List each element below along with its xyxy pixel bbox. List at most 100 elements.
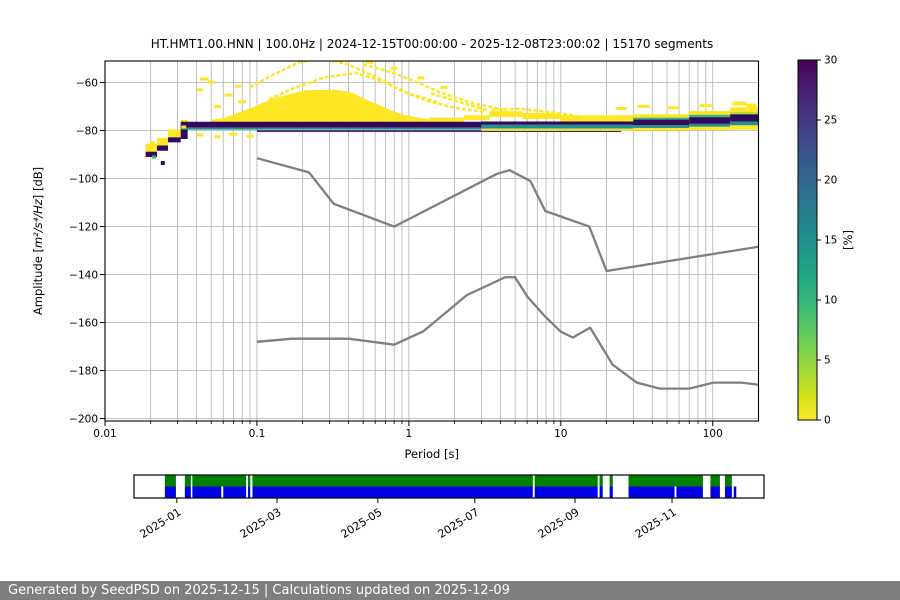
psd-arc [249,61,486,114]
timeline-green-segment [192,475,247,487]
timeline-blue-segment [534,486,598,498]
colorbar-tick-label: 30 [824,55,837,67]
psd-speckle [699,104,712,108]
x-axis-label: Period [s] [405,447,459,461]
timeline-green-segment [252,475,533,487]
timeline-blue-segment [252,486,533,498]
y-axis: −60 −80 −100 −120 −140 −160 −180 −200 Amplitude … [31,77,105,425]
x-tick-label: 100 [703,428,723,440]
psd-band-layer [168,137,181,143]
psd-speckle [170,131,176,135]
psd-speckle [440,85,448,89]
timeline-green-segment [164,475,176,487]
psd-band-layer [689,126,731,131]
timeline-tick-label: 2025-01 [138,506,184,541]
timeline-green-segment [628,475,703,487]
psd-band-layer [633,119,690,126]
psd-speckle [146,148,152,152]
psd-speckle [616,107,627,111]
timeline-border [133,474,765,499]
psd-band-layer [256,130,622,133]
timeline-tick-label: 2025-11 [633,506,679,541]
psd-speckle [417,76,425,80]
psd-speckle [668,106,679,110]
timeline-blue-segment [628,486,675,498]
psd-speckle [238,100,247,104]
psd-arc [491,107,579,118]
psd-band-layer [481,124,634,129]
psd-speckle [253,107,261,111]
nlnm-curve [256,276,759,390]
timeline-tick-label: 2025-07 [436,506,482,541]
colorbar-tick-label: 20 [824,175,837,187]
psd-speckle [207,80,215,84]
timeline: 2025-01 2025-03 2025-05 2025-07 2025-09 2025-… [133,474,765,541]
psd-speckle [234,84,241,88]
timeline-blue-segment [184,486,191,498]
timeline-green-segment [534,475,598,487]
psd-band-layer [145,143,158,152]
psd-arc [362,63,504,111]
psd-band-layer [633,127,690,131]
psd-band-layer [633,117,690,120]
y-tick-label: −60 [76,77,98,89]
x-tick-label: 0.01 [93,428,116,440]
y-axis-label: Amplitude [m²/s⁴/Hz] [dB] [31,167,45,315]
colorbar-tick-label: 15 [824,235,837,247]
colorbar-tick-label: 5 [824,355,831,367]
psd-speckle [746,103,757,108]
timeline-blue-segment [164,486,176,498]
psd-band-layer [180,127,482,130]
psd-speckle [151,155,156,159]
timeline-green-segment [609,475,613,487]
colorbar-label: [%] [841,230,855,250]
timeline-green-segment [724,475,732,487]
psd-band-layer [145,151,158,157]
psd-speckle [199,77,209,81]
timeline-tick-label: 2025-03 [238,506,284,541]
x-tick-label: 10 [554,428,567,440]
psd-strip [489,111,523,117]
psd-speckle [229,132,238,136]
y-tick-label: −140 [69,269,98,281]
psd-speckle [213,105,221,109]
psd-speckle [160,161,165,165]
psd-density-hump [211,89,429,124]
footer-bar: Generated by SeedPSD on 2025-12-15 | Cal… [0,581,900,600]
psd-band-layer [730,114,759,122]
psd-strip [560,115,634,122]
psd-strip [428,117,464,122]
psd-speckle [246,134,254,138]
x-tick-label: 0.1 [249,428,266,440]
timeline-blue-segment [223,486,247,498]
psd-band-layer [730,121,759,126]
psd-heatmap [145,61,759,165]
psd-speckle [245,114,254,118]
psd-band-layer [633,114,690,118]
timeline-blue-segment [599,486,603,498]
psd-strip [463,115,490,121]
timeline-green-segment [184,475,191,487]
psd-band-layer [689,114,731,118]
timeline-green-segment [599,475,603,487]
y-tick-label: −80 [76,125,98,137]
nhnm-curve [256,157,759,273]
psd-band-layer [730,107,759,112]
psd-speckle [637,104,650,108]
timeline-blue-segment [609,486,613,498]
psd-band-layer [689,117,731,124]
x-axis: 0.01 0.1 1 10 100 Period [s] [93,421,723,461]
psd-speckle [149,141,155,145]
colorbar-tick-label: 10 [824,295,837,307]
page-title: HT.HMT1.00.HNN | 100.0Hz | 2024-12-15T00… [150,37,714,51]
psd-strip [522,112,561,120]
colorbar: 0 5 10 15 20 25 30 [%] [797,55,855,427]
psd-speckle [196,133,204,137]
psd-arc [430,92,489,112]
psd-speckle [214,135,221,139]
psd-speckle [365,61,374,64]
timeline-green-segment [248,475,251,487]
y-tick-label: −200 [69,413,98,425]
